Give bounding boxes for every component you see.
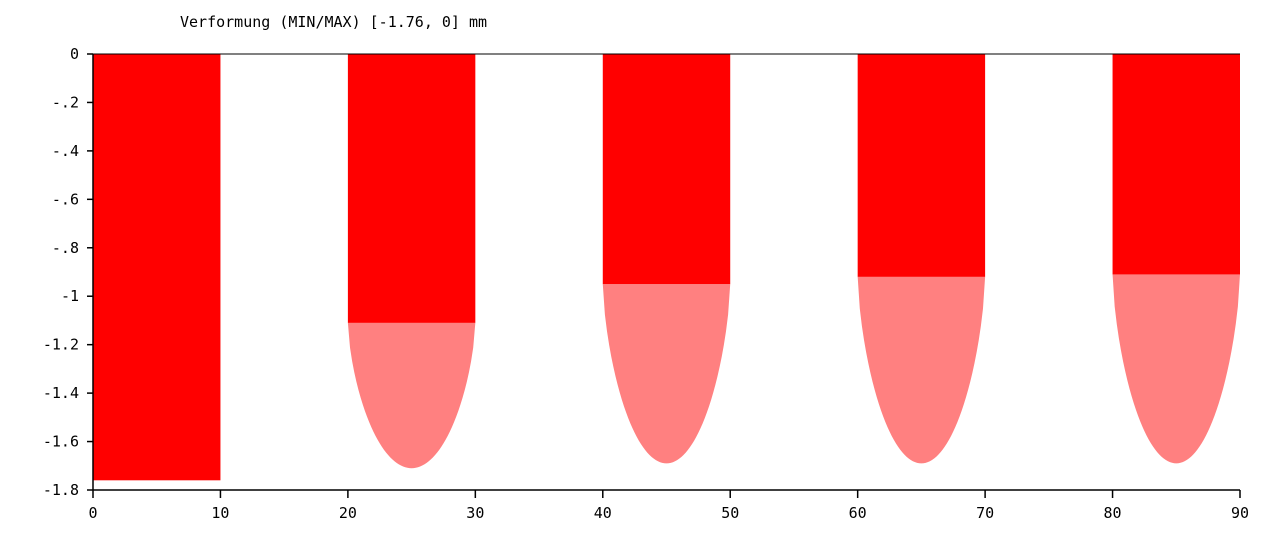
x-tick-label-9: 90: [1231, 504, 1249, 522]
bar-group-3: [602, 54, 731, 464]
deflection-curve-2: [347, 322, 476, 469]
y-tick-label-8: -1.6: [43, 433, 79, 451]
y-tick-label-7: -1.4: [43, 384, 79, 402]
bar-group-2: [347, 54, 476, 469]
x-tick-label-1: 10: [211, 504, 229, 522]
y-tick-label-6: -1.2: [43, 336, 79, 354]
bar-group-5: [1112, 54, 1240, 464]
deflection-curve-5: [1112, 274, 1240, 464]
y-tick-label-2: -.4: [52, 142, 79, 160]
bar-5: [1112, 54, 1240, 275]
y-tick-label-1: -.2: [52, 93, 79, 111]
x-tick-label-0: 0: [88, 504, 97, 522]
deflection-curve-3: [602, 284, 731, 464]
x-tick-label-3: 30: [466, 504, 484, 522]
axes: [87, 53, 1241, 498]
y-tick-label-0: 0: [70, 45, 79, 63]
x-tick-label-6: 60: [849, 504, 867, 522]
bar-4: [857, 54, 986, 277]
x-tick-label-2: 20: [339, 504, 357, 522]
x-tick-label-8: 80: [1104, 504, 1122, 522]
bar-group-1: [93, 54, 221, 481]
deflection-curve-4: [857, 276, 986, 464]
bar-1: [93, 54, 221, 481]
bar-3: [602, 54, 731, 285]
y-tick-label-3: -.6: [52, 190, 79, 208]
x-tick-labels: 0 10 20 30 40 50 60 70 80 90: [88, 504, 1249, 522]
bars: [93, 54, 1240, 481]
y-tick-labels: 0 -.2 -.4 -.6 -.8 -1 -1.2 -1.4 -1.6 -1.8: [43, 45, 79, 499]
x-tick-label-7: 70: [976, 504, 994, 522]
x-tick-label-5: 50: [721, 504, 739, 522]
x-tick-label-4: 40: [594, 504, 612, 522]
chart-title: Verformung (MIN/MAX) [-1.76, 0] mm: [180, 13, 487, 31]
y-tick-label-9: -1.8: [43, 481, 79, 499]
y-tick-label-5: -1: [61, 287, 79, 305]
bar-group-4: [857, 54, 986, 464]
bar-2: [347, 54, 476, 323]
y-tick-label-4: -.8: [52, 239, 79, 257]
